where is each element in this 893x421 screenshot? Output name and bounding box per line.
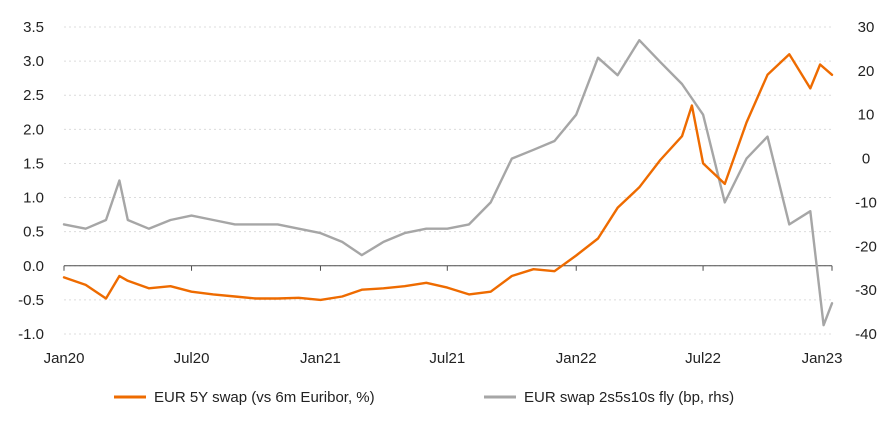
- left-y-tick-label: 1.5: [23, 155, 44, 172]
- right-y-tick-label: 10: [858, 107, 875, 124]
- series-line-eur-5y-swap: [62, 53, 834, 302]
- right-y-tick-label: 20: [858, 63, 875, 80]
- series-layer: [62, 39, 834, 327]
- left-y-tick-label: 0.5: [23, 224, 44, 241]
- left-y-tick-label: 2.0: [23, 121, 44, 138]
- right-axis-ticks: 30 20 10 0 -10 -20 -30 -40: [855, 19, 877, 343]
- left-y-tick-label: 3.5: [23, 19, 44, 36]
- right-y-tick-label: 30: [858, 19, 875, 36]
- legend-label: EUR 5Y swap (vs 6m Euribor, %): [154, 389, 375, 406]
- x-tick-label: Jul22: [685, 350, 721, 367]
- legend-label: EUR swap 2s5s10s fly (bp, rhs): [524, 389, 734, 406]
- left-axis-ticks: 3.5 3.0 2.5 2.0 1.5 1.0 0.5 0.0 -0.5 -1.0: [18, 19, 44, 343]
- left-y-tick-label: 1.0: [23, 190, 44, 207]
- x-tick-label: Jul20: [174, 350, 210, 367]
- left-y-tick-label: -0.5: [18, 292, 44, 309]
- right-y-tick-label: -10: [855, 194, 877, 211]
- left-y-tick-label: 3.0: [23, 53, 44, 70]
- x-tick-label: Jan20: [44, 350, 85, 367]
- right-y-tick-label: -30: [855, 282, 877, 299]
- x-axis-ticks: Jan20 Jul20 Jan21 Jul21 Jan22 Jul22 Jan23: [44, 350, 843, 367]
- series-line-2s5s10s-fly: [62, 39, 834, 327]
- legend: EUR 5Y swap (vs 6m Euribor, %) EUR swap 2…: [114, 389, 734, 406]
- x-tick-label: Jan21: [300, 350, 341, 367]
- right-y-tick-label: 0: [862, 151, 870, 168]
- x-axis: [63, 265, 833, 271]
- left-y-tick-label: 2.5: [23, 87, 44, 104]
- right-y-tick-label: -20: [855, 238, 877, 255]
- x-tick-label: Jan22: [556, 350, 597, 367]
- x-tick-label: Jan23: [802, 350, 843, 367]
- right-y-tick-label: -40: [855, 326, 877, 343]
- left-y-tick-label: 0.0: [23, 258, 44, 275]
- left-y-tick-label: -1.0: [18, 326, 44, 343]
- x-tick-label: Jul21: [429, 350, 465, 367]
